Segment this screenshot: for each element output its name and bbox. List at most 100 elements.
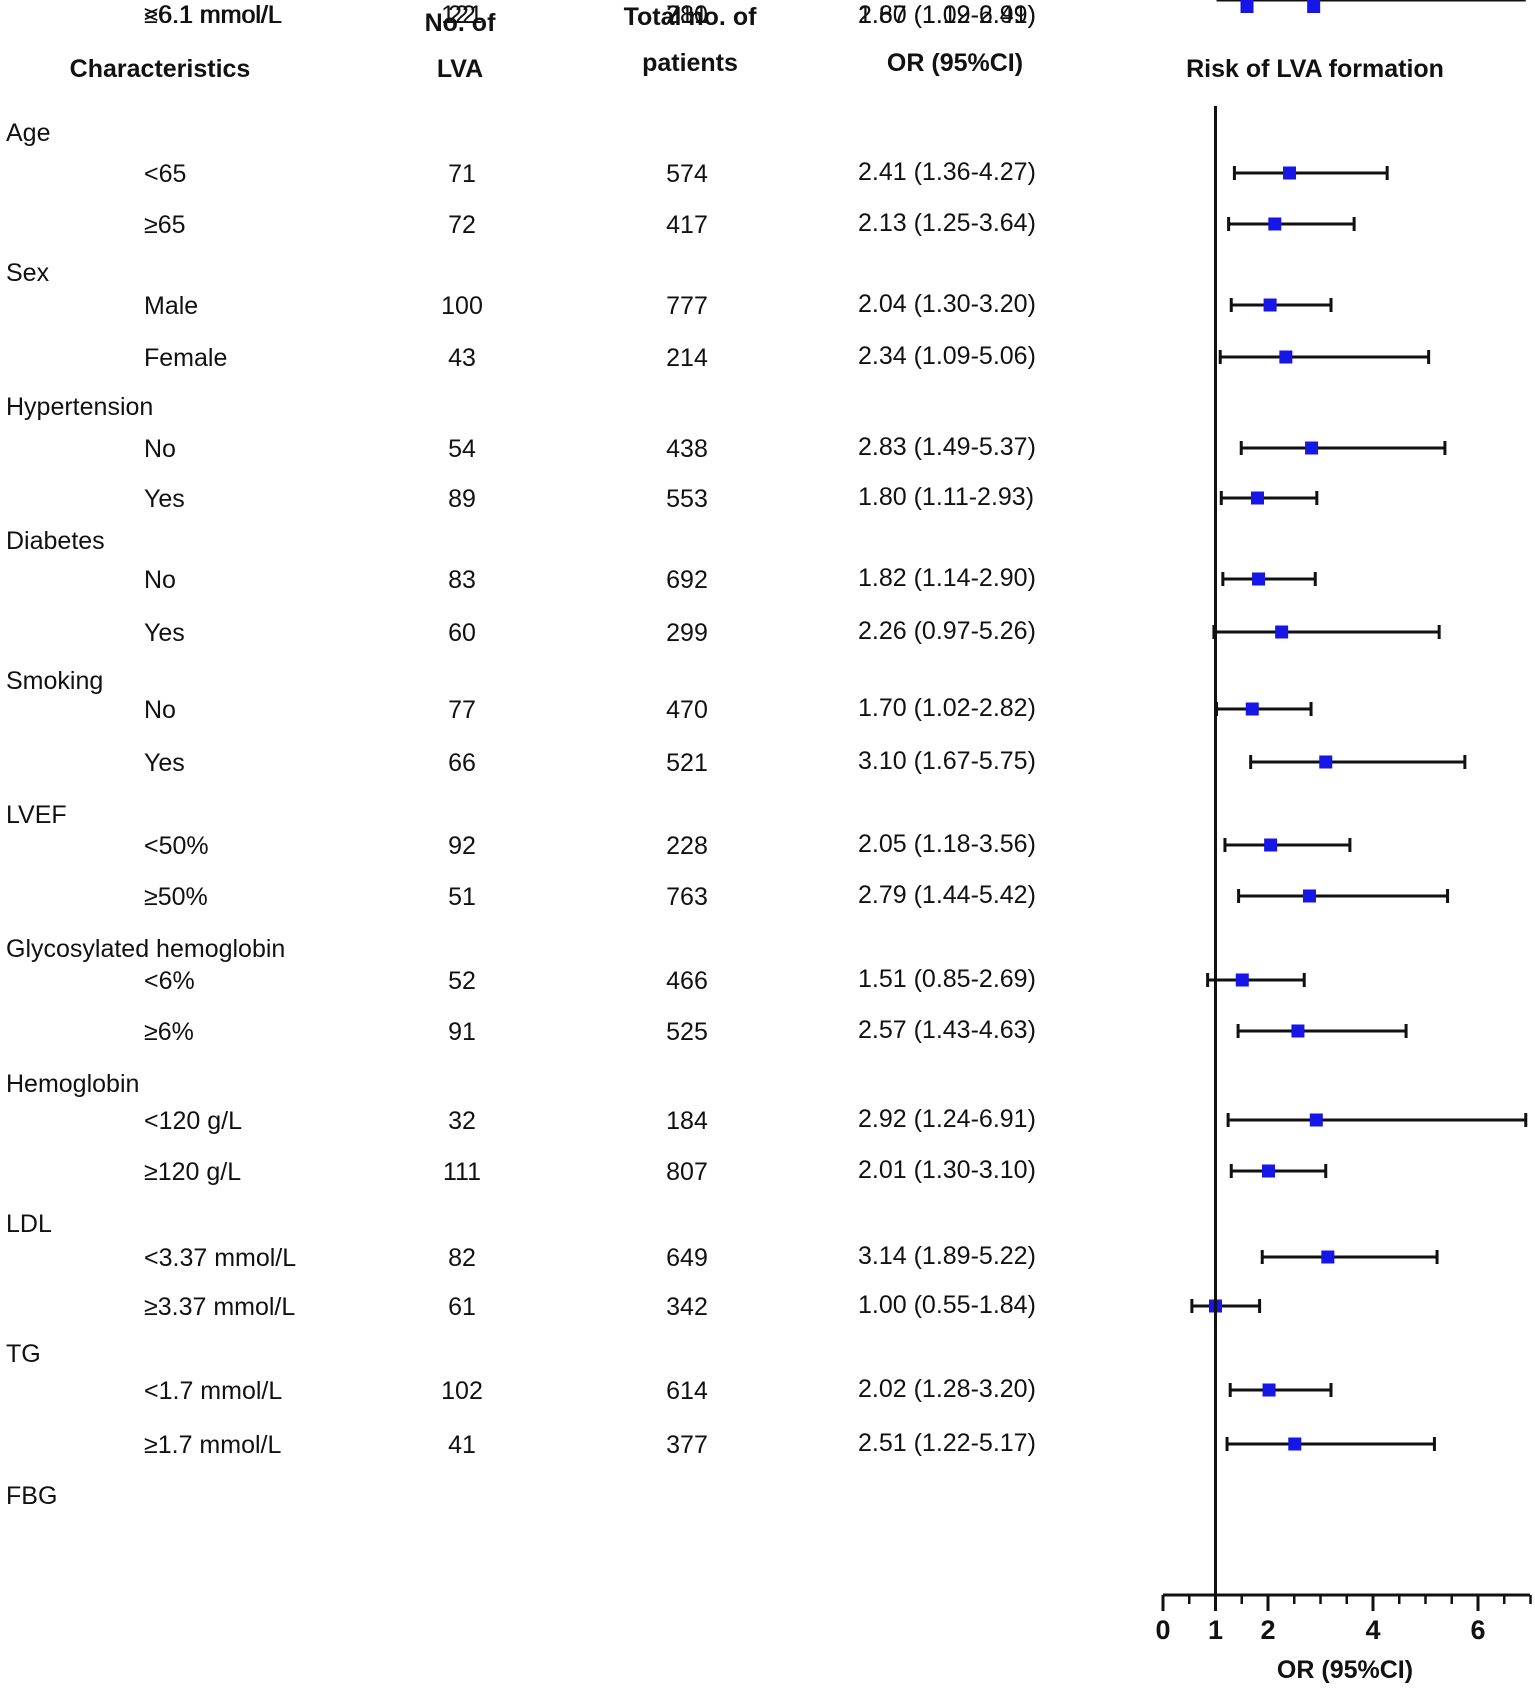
or-value: 2.92 (1.24-6.91) [858, 1105, 1036, 1133]
header-lva-line1: No. of [424, 9, 496, 37]
subgroup-label: ≥50% [144, 883, 208, 911]
or-marker [1268, 217, 1282, 231]
subgroup-label: Male [144, 292, 199, 320]
or-marker [1264, 838, 1278, 852]
lva-count: 22 [448, 1, 476, 29]
patient-count: 377 [666, 1431, 708, 1459]
lva-count: 43 [448, 344, 476, 372]
patient-count: 525 [666, 1018, 708, 1046]
subgroup-label: ≥6% [144, 1018, 194, 1046]
or-marker [1263, 298, 1277, 312]
or-value: 1.80 (1.11-2.93) [858, 483, 1035, 511]
lva-count: 72 [448, 211, 476, 239]
group-label: Diabetes [6, 527, 105, 555]
or-value: 1.70 (1.02-2.82) [858, 694, 1036, 722]
lva-count: 54 [448, 435, 476, 463]
header-or: OR (95%CI) [886, 49, 1024, 77]
patient-count: 214 [666, 344, 708, 372]
or-marker [1302, 889, 1316, 903]
patient-count: 649 [666, 1244, 708, 1272]
patient-count: 614 [666, 1377, 708, 1405]
lva-count: 60 [448, 619, 476, 647]
or-marker [1307, 0, 1321, 13]
header-total-line1: Total no. of [623, 3, 757, 31]
patient-count: 470 [666, 696, 708, 724]
subgroup-label: ≥65 [144, 211, 186, 239]
lva-count: 51 [448, 883, 476, 911]
or-value: 2.57 (1.43-4.63) [858, 1016, 1036, 1044]
or-value: 2.01 (1.30-3.10) [858, 1156, 1036, 1184]
or-marker [1235, 973, 1249, 987]
x-tick-label: 1 [1208, 1615, 1223, 1645]
header-characteristics: Characteristics [69, 55, 251, 83]
or-marker [1275, 625, 1289, 639]
header-lva-line2: LVA [436, 55, 484, 83]
or-value: 1.82 (1.14-2.90) [858, 564, 1036, 592]
or-marker [1245, 702, 1259, 716]
lva-count: 41 [448, 1431, 476, 1459]
lva-count: 121 [441, 1, 483, 29]
patient-count: 466 [666, 967, 708, 995]
patient-count: 342 [666, 1293, 708, 1321]
subgroup-label: <65 [144, 160, 187, 188]
or-marker [1283, 166, 1297, 180]
subgroup-label: Yes [144, 749, 185, 777]
subgroup-label: ≥6.1 mmol/L [144, 1, 282, 29]
subgroup-label: <1.7 mmol/L [144, 1377, 283, 1405]
subgroup-label: ≥3.37 mmol/L [144, 1293, 296, 1321]
subgroup-label: No [144, 435, 176, 463]
group-label: Age [6, 119, 51, 147]
lva-count: 89 [448, 485, 476, 513]
group-label: Glycosylated hemoglobin [6, 935, 286, 963]
patient-count: 777 [666, 292, 708, 320]
or-marker [1319, 755, 1333, 769]
group-label: Hypertension [6, 393, 154, 421]
lva-count: 32 [448, 1107, 476, 1135]
x-tick-label: 2 [1260, 1615, 1275, 1645]
or-marker [1321, 1250, 1335, 1264]
subgroup-label: ≥120 g/L [144, 1158, 242, 1186]
lva-count: 66 [448, 749, 476, 777]
subgroup-label: Female [144, 344, 228, 372]
group-label: FBG [6, 1482, 58, 1510]
or-value: 2.05 (1.18-3.56) [858, 830, 1036, 858]
or-value: 1.60 (1.02-2.49) [858, 1, 1036, 29]
or-marker [1309, 1113, 1323, 1127]
or-value: 2.26 (0.97-5.26) [858, 617, 1036, 645]
or-value: 2.34 (1.09-5.06) [858, 342, 1036, 370]
patient-count: 281 [666, 1, 708, 29]
patient-count: 692 [666, 566, 708, 594]
subgroup-label: Yes [144, 619, 185, 647]
or-value: 2.04 (1.30-3.20) [858, 290, 1036, 318]
patient-count: 574 [666, 160, 708, 188]
subgroup-label: ≥1.7 mmol/L [144, 1431, 282, 1459]
lva-count: 71 [448, 160, 476, 188]
group-label: LDL [6, 1210, 52, 1238]
or-value: 2.51 (1.22-5.17) [858, 1429, 1036, 1457]
or-marker [1240, 0, 1254, 13]
or-marker [1251, 491, 1264, 505]
lva-count: 92 [448, 832, 476, 860]
subgroup-label: Yes [144, 485, 185, 513]
or-marker [1305, 441, 1319, 455]
header-plot-title: Risk of LVA formation [1186, 55, 1444, 83]
group-label: TG [6, 1340, 41, 1368]
patient-count: 184 [666, 1107, 708, 1135]
lva-count: 82 [448, 1244, 476, 1272]
x-axis-label: OR (95%CI) [1277, 1656, 1413, 1684]
group-label: LVEF [6, 801, 67, 829]
or-value: 2.13 (1.25-3.64) [858, 209, 1036, 237]
or-marker [1209, 1299, 1222, 1313]
subgroup-label: <50% [144, 832, 209, 860]
patient-count: 438 [666, 435, 708, 463]
or-value: 3.10 (1.67-5.75) [858, 747, 1036, 775]
or-value: 2.87 (1.19-6.91) [858, 1, 1036, 29]
subgroup-label: <6.1 mmol/L [144, 1, 283, 29]
lva-count: 100 [441, 292, 483, 320]
subgroup-label: No [144, 696, 176, 724]
patient-count: 299 [666, 619, 708, 647]
patient-count: 553 [666, 485, 708, 513]
patient-count: 807 [666, 1158, 708, 1186]
or-marker [1279, 350, 1293, 364]
